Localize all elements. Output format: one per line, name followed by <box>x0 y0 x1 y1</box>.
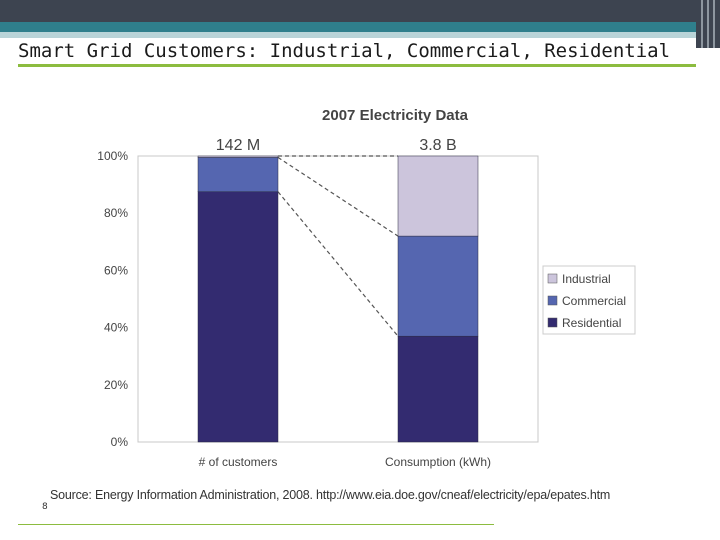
connector-line <box>277 156 399 237</box>
legend-swatch-industrial <box>547 273 558 284</box>
legend-swatch-commercial <box>547 295 558 306</box>
bar-segment-industrial <box>397 155 479 237</box>
slide-title: Smart Grid Customers: Industrial, Commer… <box>18 40 671 62</box>
legend-swatch-residential <box>547 317 558 328</box>
y-axis-ticks: 0% 20% 40% 60% 80% 100% <box>97 149 128 449</box>
title-underline <box>18 64 696 67</box>
corner-decoration <box>696 0 720 48</box>
slide-number: 8 <box>42 502 48 512</box>
chart-title: 2007 Electricity Data <box>322 107 469 124</box>
legend-label-residential: Residential <box>562 316 621 330</box>
legend: Industrial Commercial Residential <box>542 265 636 335</box>
bar-segment-industrial <box>197 155 279 158</box>
bar-total-label: 142 M <box>216 137 260 154</box>
x-category-label: # of customers <box>199 455 278 469</box>
y-tick-label: 60% <box>104 263 128 277</box>
x-category-label: Consumption (kWh) <box>385 455 491 469</box>
header-band-teal <box>0 22 720 32</box>
bar-segment-residential <box>197 191 279 443</box>
x-axis-categories: # of customers Consumption (kWh) <box>199 455 491 469</box>
source-note: Source: Energy Information Administratio… <box>50 488 611 502</box>
y-tick-label: 20% <box>104 378 128 392</box>
bar-total-label: 3.8 B <box>419 137 456 154</box>
y-tick-label: 100% <box>97 149 128 163</box>
legend-label-industrial: Industrial <box>562 272 611 286</box>
legend-label-commercial: Commercial <box>562 294 626 308</box>
bar-segment-residential <box>397 335 479 443</box>
bar-totals: 142 M 3.8 B <box>216 137 457 154</box>
bar-segment-commercial <box>397 235 479 337</box>
connector-lines <box>277 155 399 337</box>
legend-frame <box>542 265 636 335</box>
y-tick-label: 0% <box>111 435 129 449</box>
bar-segment-commercial <box>197 157 279 192</box>
y-tick-label: 40% <box>104 321 128 335</box>
bars <box>197 155 479 443</box>
footer-rule <box>18 524 494 525</box>
y-tick-label: 80% <box>104 206 128 220</box>
header-band-dark <box>0 0 720 22</box>
header-band-light <box>0 32 720 38</box>
stacked-bar-chart: 2007 Electricity Data 0% 20% 40% 60% 80% 100%… <box>97 107 636 469</box>
header-band <box>0 0 720 38</box>
connector-line <box>277 191 399 337</box>
